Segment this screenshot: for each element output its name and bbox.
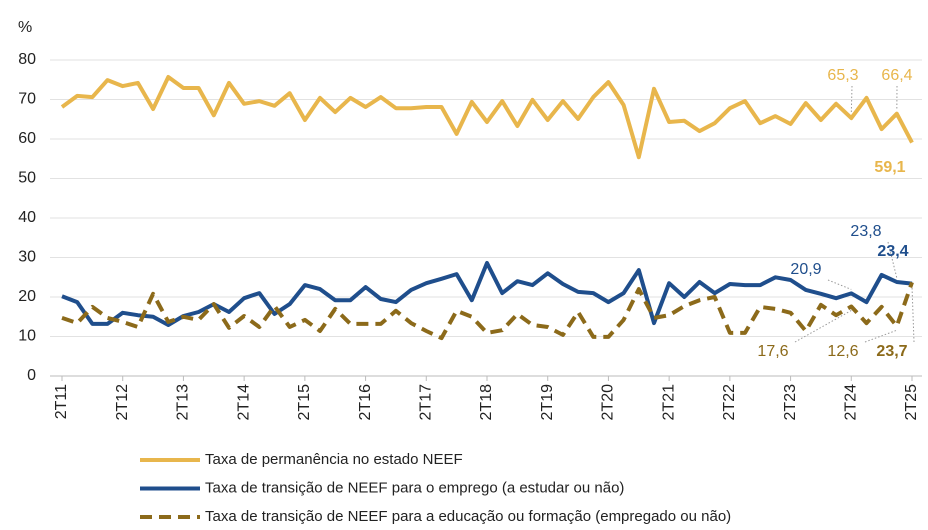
x-tick-label: 2T21 — [660, 384, 677, 421]
y-tick-label: 40 — [18, 209, 36, 226]
y-tick-label: 80 — [18, 51, 36, 68]
data-label: 20,9 — [790, 261, 821, 278]
x-tick-label: 2T19 — [539, 384, 556, 421]
y-tick-label: 0 — [27, 367, 36, 384]
legend-label: Taxa de transição de NEEF para a educaçã… — [205, 508, 731, 525]
label-leader — [851, 86, 852, 114]
x-tick-label: 2T22 — [721, 384, 738, 421]
data-label: 23,7 — [876, 343, 907, 360]
y-tick-label: 30 — [18, 249, 36, 266]
data-label: 23,8 — [850, 223, 881, 240]
series-line — [62, 282, 912, 338]
y-tick-label: 70 — [18, 91, 36, 108]
label-leader — [828, 280, 851, 289]
x-tick-label: 2T13 — [175, 384, 192, 421]
y-axis-label: % — [18, 19, 32, 36]
data-label: 66,4 — [881, 67, 912, 84]
y-tick-label: 60 — [18, 130, 36, 147]
x-tick-label: 2T17 — [418, 384, 435, 421]
legend-label: Taxa de permanência no estado NEEF — [205, 451, 463, 468]
series-line — [62, 77, 912, 157]
series-line — [62, 263, 912, 325]
data-label: 12,6 — [827, 343, 858, 360]
data-label: 17,6 — [757, 343, 788, 360]
legend-label: Taxa de transição de NEEF para o emprego… — [205, 479, 624, 496]
data-label: 23,4 — [877, 243, 908, 260]
x-tick-label: 2T18 — [478, 384, 495, 421]
data-label: 59,1 — [874, 159, 905, 176]
x-tick-label: 2T15 — [296, 384, 313, 421]
x-tick-label: 2T14 — [235, 384, 252, 421]
x-tick-label: 2T25 — [903, 384, 920, 421]
y-tick-label: 10 — [18, 328, 36, 345]
x-tick-label: 2T12 — [114, 384, 131, 421]
x-tick-label: 2T23 — [782, 384, 799, 421]
y-tick-label: 50 — [18, 170, 36, 187]
y-tick-label: 20 — [18, 288, 36, 305]
x-tick-label: 2T24 — [843, 384, 860, 421]
x-tick-label: 2T11 — [53, 384, 70, 419]
x-tick-label: 2T16 — [357, 384, 374, 421]
x-tick-label: 2T20 — [600, 384, 617, 421]
data-label: 65,3 — [827, 67, 858, 84]
label-leader — [912, 286, 914, 342]
